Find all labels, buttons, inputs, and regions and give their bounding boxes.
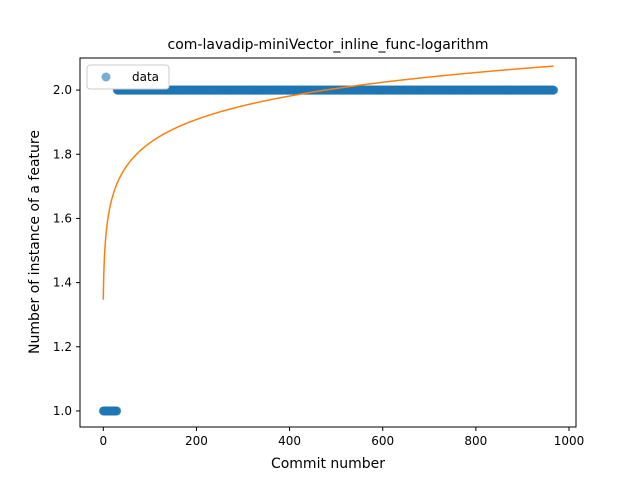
y-axis-label: Number of instance of a feature [27,130,43,354]
x-axis-label: Commit number [271,456,385,472]
x-tick-label: 1000 [554,434,585,448]
y-tick-label: 1.0 [53,404,72,418]
axes-border [79,57,577,428]
y-tick-label: 1.2 [53,340,72,354]
chart-title: com-lavadip-miniVector_inline_func-logar… [168,37,489,53]
x-tick-label: 400 [278,434,301,448]
data-point [549,85,559,95]
x-tick-label: 200 [185,434,208,448]
legend-box [86,64,170,90]
legend-label-data: data [132,70,159,84]
data-point [112,406,122,416]
x-tick-label: 600 [371,434,394,448]
x-tick-label: 0 [99,434,107,448]
y-tick-label: 2.0 [53,83,72,97]
y-tick-label: 1.6 [53,211,72,225]
axes-frame [80,58,576,427]
legend: data [86,64,170,90]
x-tick-label: 800 [464,434,487,448]
fit-line [102,65,554,300]
y-axis: 1.0 1.2 1.4 1.6 1.8 2.0 [53,83,80,418]
y-tick-label: 1.8 [53,147,72,161]
data-layer [98,65,559,416]
plot-area [79,57,577,428]
y-tick-label: 1.4 [53,276,72,290]
legend-marker-data [101,72,111,82]
x-axis: 0 200 400 600 800 1000 [99,427,584,448]
